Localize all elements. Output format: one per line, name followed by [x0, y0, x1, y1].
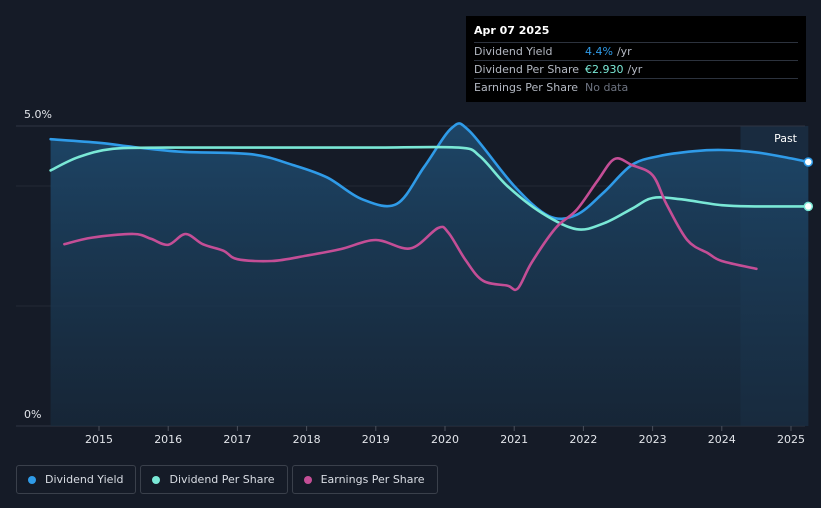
legend-label: Dividend Yield	[45, 473, 124, 486]
legend-item-dividend-yield[interactable]: Dividend Yield	[16, 465, 137, 494]
y-axis-top-label: 5.0%	[24, 108, 52, 121]
x-tick-label: 2021	[500, 433, 528, 446]
legend-dot-icon	[303, 475, 312, 484]
tooltip-value: 4.4%	[585, 45, 613, 58]
tooltip-date: Apr 07 2025	[474, 24, 550, 37]
tooltip-label: Dividend Per Share	[474, 63, 580, 76]
x-tick-label: 2022	[569, 433, 597, 446]
x-tick-label: 2023	[639, 433, 667, 446]
tooltip-row-dividend-yield: Dividend Yield 4.4% /yr	[474, 42, 798, 60]
tooltip-unit: /yr	[616, 45, 632, 58]
tooltip-unit: /yr	[627, 63, 643, 76]
earnings-per-share-line	[63, 157, 758, 292]
dividend-per-share-end-marker	[803, 201, 814, 212]
dividend-yield-area	[50, 123, 809, 426]
legend-label: Dividend Per Share	[169, 473, 275, 486]
x-tick-label: 2016	[154, 433, 182, 446]
x-tick-label: 2020	[431, 433, 459, 446]
y-axis-bottom-label: 0%	[24, 408, 41, 421]
legend-dot-icon	[28, 475, 36, 484]
x-tick-label: 2019	[362, 433, 390, 446]
x-tick-label: 2018	[293, 433, 321, 446]
x-tick-label: 2024	[708, 433, 736, 446]
tooltip-value: €2.930	[585, 63, 624, 76]
dividend-per-share-line	[49, 145, 810, 231]
legend-item-earnings-per-share[interactable]: Earnings Per Share	[291, 465, 438, 494]
dividend-yield-line	[49, 122, 810, 221]
tooltip-value: No data	[585, 81, 629, 94]
tooltip-label: Earnings Per Share	[474, 81, 579, 94]
tooltip-row-earnings-per-share: Earnings Per Share No data	[474, 78, 798, 96]
tooltip: Apr 07 2025 Dividend Yield 4.4% /yr Divi…	[466, 16, 806, 102]
legend-item-dividend-per-share[interactable]: Dividend Per Share	[140, 465, 288, 494]
past-label: Past	[774, 132, 798, 145]
x-tick-label: 2025	[777, 433, 805, 446]
legend-label: Earnings Per Share	[320, 473, 425, 486]
legend: Dividend Yield Dividend Per Share Earnin…	[16, 465, 438, 494]
dividend-yield-end-marker	[803, 157, 814, 167]
x-tick-label: 2017	[223, 433, 251, 446]
tooltip-label: Dividend Yield	[474, 45, 553, 58]
legend-dot-icon	[152, 475, 161, 484]
x-tick-label: 2015	[85, 433, 113, 446]
tooltip-row-dividend-per-share: Dividend Per Share €2.930 /yr	[474, 60, 798, 78]
